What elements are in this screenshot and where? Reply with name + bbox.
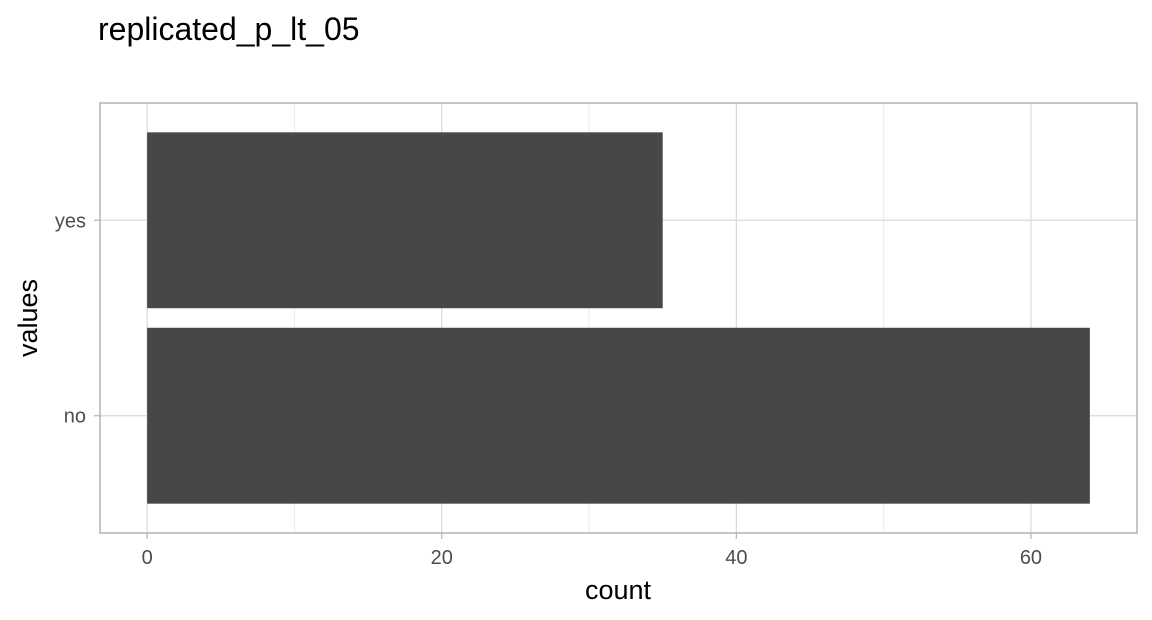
y-tick-label-yes: yes xyxy=(55,210,86,232)
x-tick-label: 60 xyxy=(1020,547,1042,569)
y-tick-label-no: no xyxy=(64,406,86,428)
bar-yes xyxy=(147,132,663,309)
chart-title: replicated_p_lt_05 xyxy=(98,11,360,47)
x-axis-title: count xyxy=(585,575,652,605)
bar-no xyxy=(147,327,1090,504)
x-axis-ticks: 0 20 40 60 xyxy=(142,533,1042,569)
panel-border xyxy=(99,102,1138,534)
x-tick-label: 0 xyxy=(142,547,153,569)
x-tick-label: 40 xyxy=(725,547,747,569)
y-axis-title: values xyxy=(13,279,43,357)
bars xyxy=(147,132,1090,504)
x-tick-label: 20 xyxy=(431,547,453,569)
y-axis-ticks: no yes xyxy=(55,210,100,428)
